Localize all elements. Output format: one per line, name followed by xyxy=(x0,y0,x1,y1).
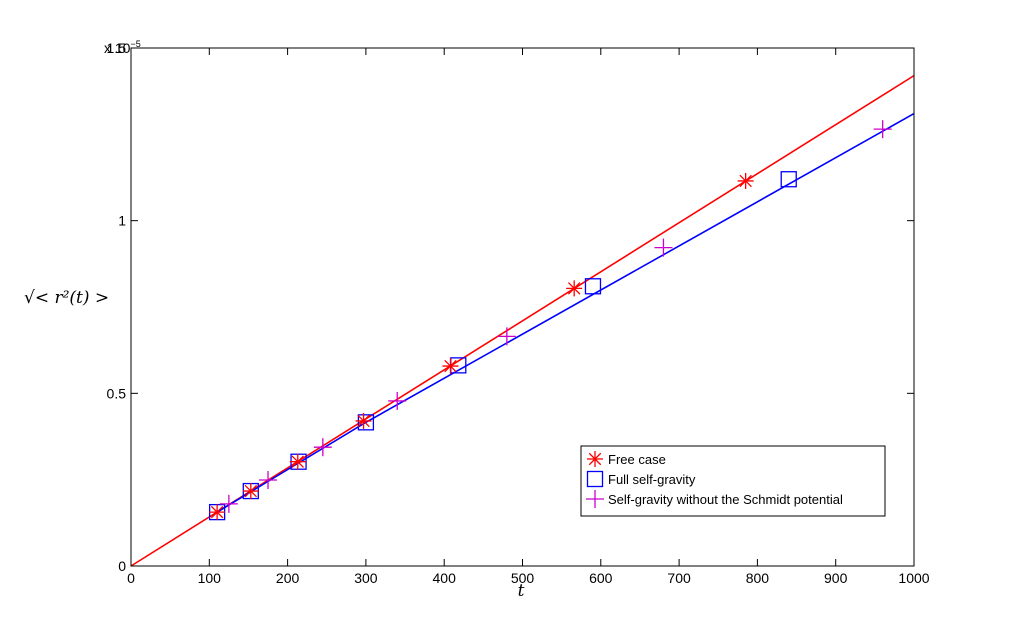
data-point-asterisk xyxy=(442,358,459,375)
data-point-asterisk xyxy=(242,483,259,500)
data-point-asterisk xyxy=(737,172,754,189)
x-axis-label: t xyxy=(518,581,525,601)
data-point-plus xyxy=(497,327,516,346)
x-tick-label: 900 xyxy=(824,570,848,586)
data-point-asterisk xyxy=(566,280,583,297)
y-exponent: −5 xyxy=(130,39,140,49)
x-tick-label: 600 xyxy=(589,570,613,586)
x-tick-label: 300 xyxy=(354,570,378,586)
series-markers xyxy=(208,120,892,521)
y-tick-label: 0 xyxy=(118,558,126,574)
series-line xyxy=(216,112,915,513)
x-tick-label: 400 xyxy=(433,570,457,586)
x-tick-label: 0 xyxy=(127,570,135,586)
data-point-square xyxy=(584,278,602,295)
data-point-plus xyxy=(654,238,673,257)
y-tick-label: 1 xyxy=(118,213,126,229)
x-tick-label: 1000 xyxy=(898,570,929,586)
legend-marker xyxy=(587,451,603,467)
data-point-square xyxy=(780,171,797,188)
legend-marker xyxy=(586,470,604,488)
series-lines xyxy=(130,74,915,567)
plot-area-frame xyxy=(130,47,915,567)
x-tick-label: 500 xyxy=(511,570,535,586)
legend: Free case Full self-gravity Self-gravity w… xyxy=(580,445,886,517)
y-exponent-label: x 10−5 xyxy=(104,39,141,56)
data-point-asterisk xyxy=(355,412,372,429)
data-point-plus xyxy=(313,438,332,457)
y-axis-label: √< r²(t) > xyxy=(24,288,109,308)
tick-layer: 0 100 200 300 400 500 600 700 800 900 1000 0 0.5 1 1.5 xyxy=(107,40,930,586)
y-tick-label: 0.5 xyxy=(107,385,127,401)
y-tick-label: 1.5 xyxy=(107,40,127,56)
x-tick-label: 100 xyxy=(198,570,222,586)
legend-entry: Free case xyxy=(608,452,666,467)
legend-marker xyxy=(586,490,604,508)
data-point-asterisk xyxy=(209,504,226,521)
legend-box xyxy=(580,445,886,517)
x-tick-label: 200 xyxy=(276,570,300,586)
data-point-plus xyxy=(873,120,892,139)
legend-entry: Self-gravity without the Schmidt potenti… xyxy=(608,492,843,507)
x-tick-label: 800 xyxy=(746,570,770,586)
svg-text:√< r²(t) >: √< r²(t) > xyxy=(24,288,109,308)
x-tick-label: 700 xyxy=(667,570,691,586)
data-point-plus xyxy=(219,494,238,513)
legend-entry: Full self-gravity xyxy=(608,472,696,487)
data-point-square xyxy=(357,414,375,431)
series-line xyxy=(130,74,915,567)
data-point-asterisk xyxy=(289,453,306,470)
data-point-plus xyxy=(259,471,278,490)
data-point-plus xyxy=(388,391,407,410)
